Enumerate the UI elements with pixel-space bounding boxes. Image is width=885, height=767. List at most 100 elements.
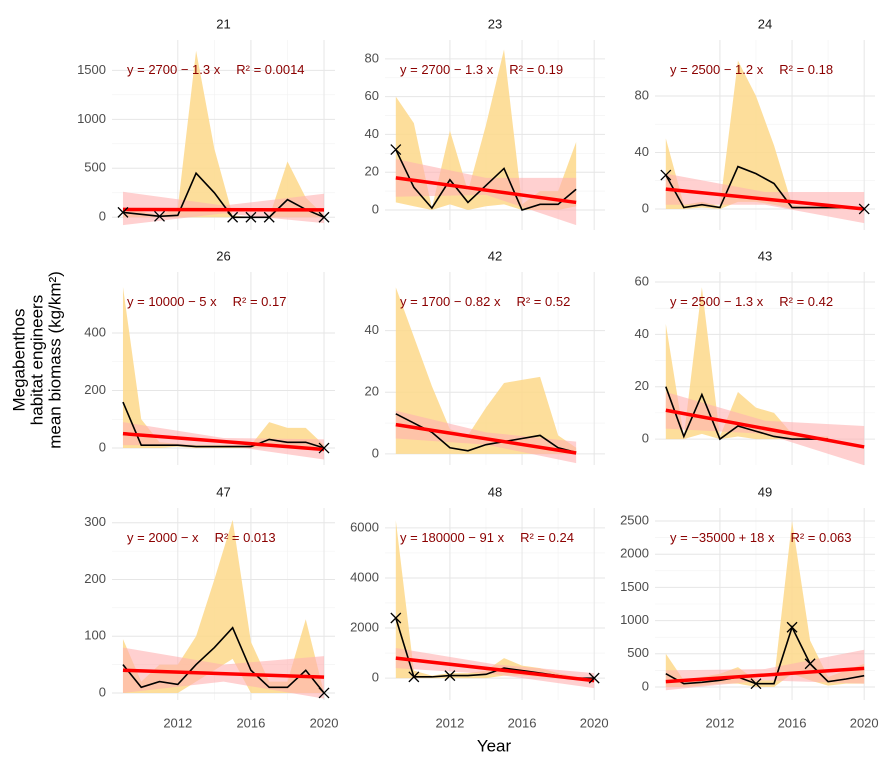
y-tick-label: 6000 [350, 519, 379, 534]
x-tick-label: 2016 [236, 715, 265, 730]
y-tick-label: 1000 [77, 111, 106, 126]
mean-line [122, 171, 325, 219]
y-tick-label: 0 [372, 670, 379, 685]
range-band [665, 287, 829, 440]
y-tick-label: 0 [642, 678, 649, 693]
panel-title: 21 [216, 16, 230, 31]
y-tick-label: 60 [365, 88, 379, 103]
marker [318, 442, 330, 454]
panel: 49 0 500 1000 1500 2000 2500 2012 2016 2020 y = −3… [620, 484, 879, 730]
x-tick-label: 2016 [778, 715, 807, 730]
equation-formula: y = 2700 − 1.3 x [400, 62, 494, 77]
r-squared: R² = 0.42 [779, 294, 833, 309]
y-tick-label: 40 [635, 144, 649, 159]
equation-formula: y = 180000 − 91 x [400, 530, 505, 545]
ci-band [395, 410, 577, 464]
y-tick-label: 20 [365, 164, 379, 179]
y-tick-label: 1000 [620, 612, 649, 627]
equation-formula: y = 2000 − x [127, 530, 199, 545]
fit-line [122, 668, 325, 679]
fit-line [122, 431, 325, 452]
range-band [395, 287, 577, 454]
y-tick-label: 1500 [77, 62, 106, 77]
r-squared: R² = 0.52 [516, 294, 570, 309]
panel-title: 23 [488, 16, 502, 31]
y-axis-label-line: Megabenthos [9, 308, 28, 411]
range-band [122, 286, 325, 449]
fit-line [395, 422, 577, 455]
x-tick-label: 2012 [435, 715, 464, 730]
range-band [665, 60, 865, 209]
y-tick-label: 2500 [620, 512, 649, 527]
marker [750, 678, 762, 690]
fit-line [665, 187, 865, 211]
equation: y = 2700 − 1.3 x R² = 0.19 [400, 62, 563, 77]
equation-formula: y = −35000 + 18 x [670, 530, 775, 545]
y-tick-label: 80 [365, 50, 379, 65]
panel-title: 26 [216, 248, 230, 263]
y-tick-label: 0 [372, 201, 379, 216]
panel: 42 0 20 40 y = 1700 − 0.82 x R² = 0.52 [365, 248, 605, 465]
marker [660, 169, 672, 181]
r-squared: R² = 0.013 [215, 530, 276, 545]
equation-formula: y = 2500 − 1.2 x [670, 62, 764, 77]
fit-line [665, 666, 865, 684]
equation: y = 180000 − 91 x R² = 0.24 [400, 530, 574, 545]
equation-formula: y = 2700 − 1.3 x [127, 62, 221, 77]
y-axis-label-line: mean biomass (kg/km²) [45, 271, 64, 449]
y-tick-label: 40 [635, 326, 649, 341]
panel: 23 0 20 40 60 80 y = 2700 − 1.3 x R² = 0.19 [365, 16, 605, 230]
y-tick-label: 40 [365, 322, 379, 337]
equation: y = 2500 − 1.3 x R² = 0.42 [670, 294, 833, 309]
y-tick-label: 20 [365, 384, 379, 399]
y-tick-label: 500 [84, 160, 106, 175]
panel: 43 0 20 40 60 y = 2500 − 1.3 x R² = 0.42 [635, 248, 875, 466]
y-tick-label: 200 [84, 382, 106, 397]
marker [444, 670, 456, 682]
mean-line [122, 401, 325, 449]
y-tick-label: 0 [372, 445, 379, 460]
y-tick-label: 60 [635, 273, 649, 288]
marker [804, 658, 816, 670]
y-tick-label: 0 [642, 431, 649, 446]
panel: 26 0 200 400 y = 10000 − 5 x R² = 0.17 [84, 248, 335, 465]
y-tick-label: 0 [99, 209, 106, 224]
panel: 21 0 500 1000 1500 y = 2700 − 1.3 x R² = 0.001… [77, 16, 335, 230]
mean-line [395, 149, 577, 211]
x-tick-label: 2020 [310, 715, 339, 730]
range-band [122, 519, 325, 693]
y-tick-label: 40 [365, 126, 379, 141]
panel: 48 0 2000 4000 6000 2012 2016 2020 y = 180000 − … [350, 484, 609, 730]
x-tick-label: 2016 [508, 715, 537, 730]
marker [117, 206, 129, 218]
fit-line [395, 656, 595, 683]
x-axis-label: Year [477, 736, 512, 755]
ci-band [395, 158, 577, 226]
y-tick-label: 500 [627, 645, 649, 660]
x-tick-label: 2012 [705, 715, 734, 730]
r-squared: R² = 0.17 [233, 294, 287, 309]
panel-title: 24 [758, 16, 772, 31]
marker [588, 672, 600, 684]
x-tick-label: 2020 [580, 715, 609, 730]
marker [245, 211, 257, 223]
marker [786, 621, 798, 633]
mean-line [665, 625, 865, 685]
y-tick-label: 0 [99, 439, 106, 454]
marker [390, 144, 402, 156]
equation: y = 2700 − 1.3 x R² = 0.0014 [127, 62, 305, 77]
y-tick-label: 2000 [620, 546, 649, 561]
panel: 47 0 100 200 300 2012 2016 2020 y = 2000 − x R² =… [84, 484, 338, 730]
y-tick-label: 0 [99, 684, 106, 699]
marker [408, 671, 420, 683]
y-tick-label: 1500 [620, 579, 649, 594]
y-tick-label: 4000 [350, 569, 379, 584]
panel-title: 48 [488, 484, 502, 499]
fit-line [665, 408, 865, 449]
y-tick-label: 400 [84, 324, 106, 339]
y-tick-label: 200 [84, 571, 106, 586]
r-squared: R² = 0.063 [790, 530, 851, 545]
y-axis-label-line: habitat engineers [27, 295, 46, 425]
marker [227, 211, 239, 223]
